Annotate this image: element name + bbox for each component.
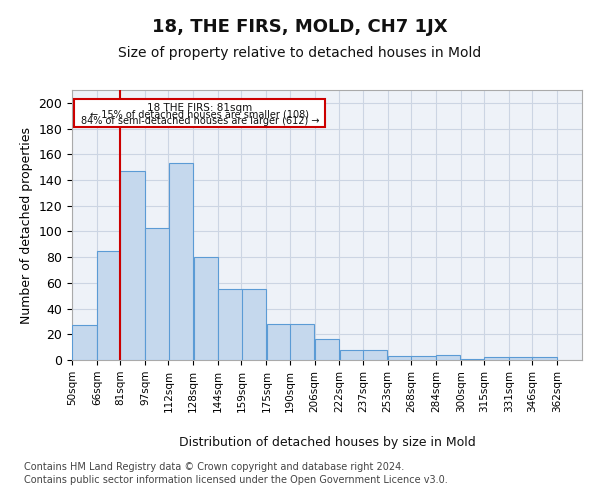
Bar bbox=[484, 358, 509, 360]
Bar bbox=[74, 99, 325, 128]
Bar bbox=[461, 358, 485, 360]
Bar bbox=[388, 356, 412, 360]
Bar bbox=[436, 355, 460, 360]
Bar bbox=[145, 228, 170, 360]
Text: Contains public sector information licensed under the Open Government Licence v3: Contains public sector information licen… bbox=[24, 475, 448, 485]
Bar bbox=[121, 171, 145, 360]
Bar bbox=[315, 340, 339, 360]
Bar bbox=[509, 358, 533, 360]
Text: ← 15% of detached houses are smaller (108): ← 15% of detached houses are smaller (10… bbox=[91, 110, 310, 120]
Bar bbox=[97, 250, 122, 360]
Bar bbox=[363, 350, 388, 360]
Y-axis label: Number of detached properties: Number of detached properties bbox=[20, 126, 33, 324]
Bar bbox=[290, 324, 314, 360]
Bar bbox=[411, 356, 436, 360]
Bar bbox=[218, 290, 243, 360]
Bar bbox=[72, 326, 97, 360]
Text: 84% of semi-detached houses are larger (612) →: 84% of semi-detached houses are larger (… bbox=[80, 116, 319, 126]
Bar bbox=[194, 257, 218, 360]
Text: 18 THE FIRS: 81sqm: 18 THE FIRS: 81sqm bbox=[147, 103, 253, 113]
Text: Size of property relative to detached houses in Mold: Size of property relative to detached ho… bbox=[118, 46, 482, 60]
Bar bbox=[532, 358, 557, 360]
Text: 18, THE FIRS, MOLD, CH7 1JX: 18, THE FIRS, MOLD, CH7 1JX bbox=[152, 18, 448, 36]
Text: Contains HM Land Registry data © Crown copyright and database right 2024.: Contains HM Land Registry data © Crown c… bbox=[24, 462, 404, 472]
Text: Distribution of detached houses by size in Mold: Distribution of detached houses by size … bbox=[179, 436, 475, 449]
Bar bbox=[169, 164, 193, 360]
Bar bbox=[266, 324, 291, 360]
Bar bbox=[340, 350, 364, 360]
Bar bbox=[242, 290, 266, 360]
